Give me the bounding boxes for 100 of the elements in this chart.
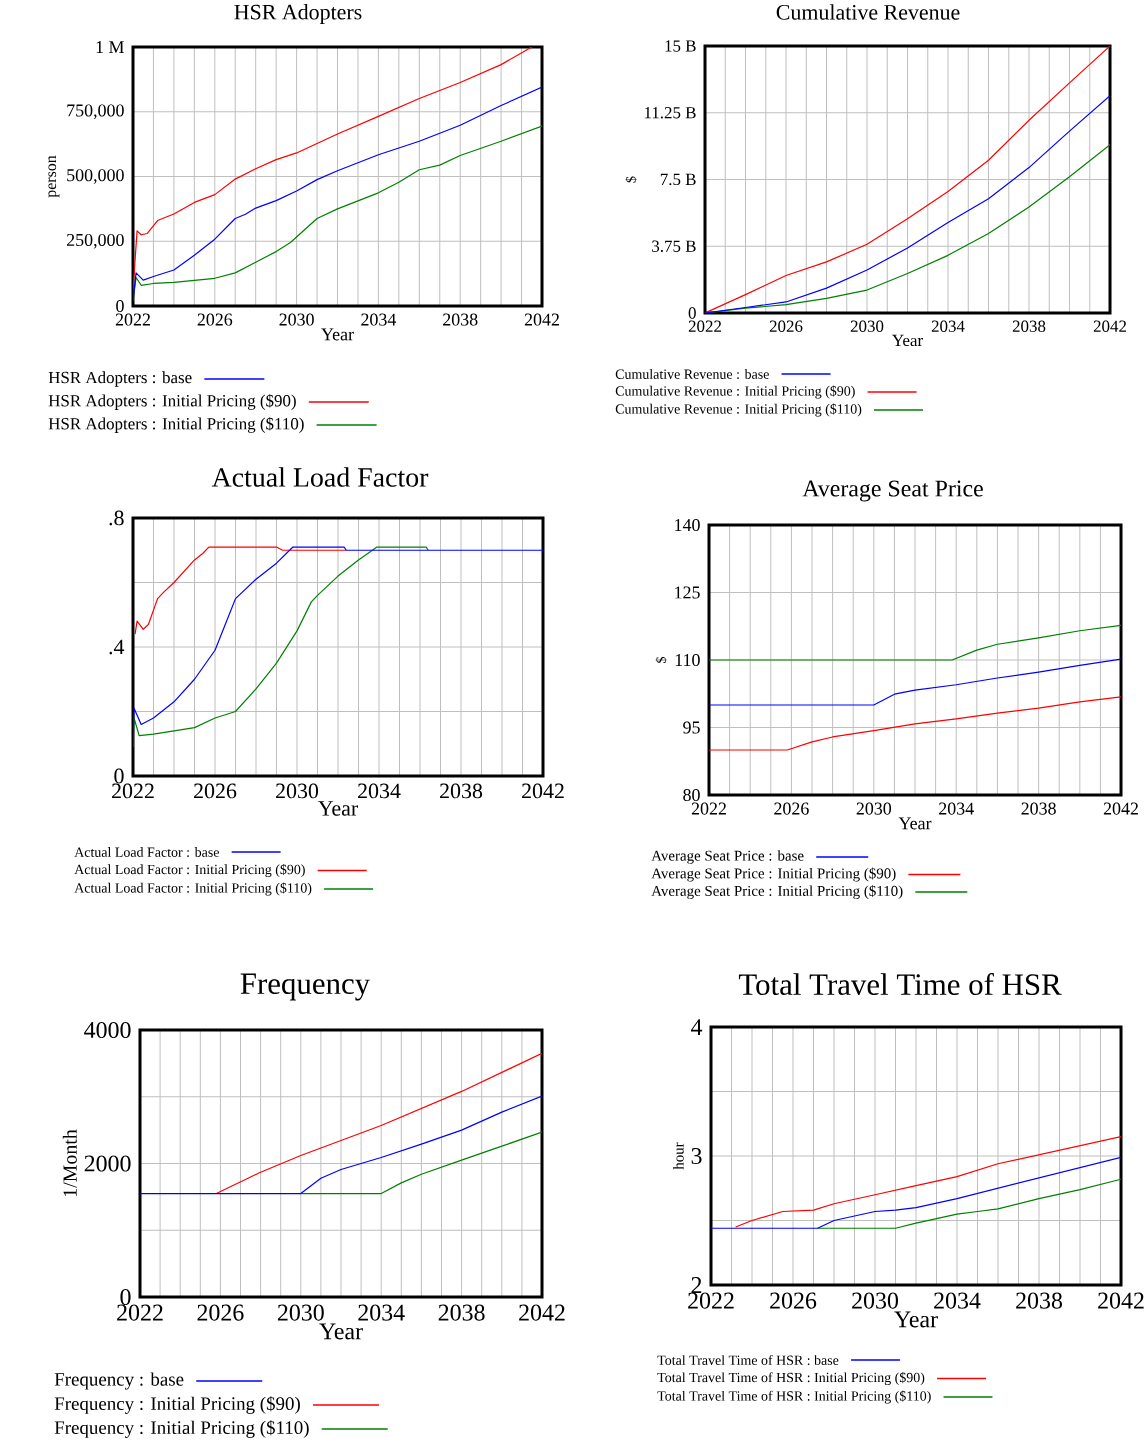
legend-label: Frequency : base <box>54 1372 184 1390</box>
y-tick-label: 110 <box>675 653 700 667</box>
y-tick-label: 0 <box>116 299 124 313</box>
x-tick-label: 2022 <box>691 802 726 815</box>
x-tick-label: 2026 <box>197 313 233 326</box>
y-tick-label: 7.5 B <box>660 173 696 186</box>
legend-label: Actual Load Factor : Initial Pricing ($110) <box>74 882 312 896</box>
y-tick-label: 4000 <box>84 1021 131 1039</box>
line-series <box>709 658 1122 706</box>
x-tick-label: 2026 <box>194 783 237 799</box>
legend-label: HSR Adopters : base <box>48 371 192 387</box>
x-axis-title: Year <box>892 334 923 347</box>
legend-label: Average Seat Price : base <box>651 850 804 864</box>
x-tick-label: 2026 <box>197 1304 244 1321</box>
y-tick-label: 0 <box>114 768 124 784</box>
x-tick-label: 2026 <box>774 802 809 815</box>
x-axis-title: Year <box>321 328 354 341</box>
y-axis-title: person <box>48 155 60 198</box>
legend-label: Cumulative Revenue : Initial Pricing ($90) <box>615 385 855 399</box>
x-axis-title: Year <box>894 1311 938 1328</box>
legend-label: Average Seat Price : Initial Pricing ($110) <box>651 885 903 900</box>
y-tick-label: 4 <box>691 1019 703 1035</box>
y-tick-label: 140 <box>675 518 700 532</box>
line-series <box>215 1052 542 1195</box>
y-tick-label: 11.25 B <box>644 107 696 119</box>
x-tick-label: 2030 <box>276 783 319 799</box>
line-series <box>134 546 347 635</box>
y-tick-label: 2000 <box>84 1155 131 1172</box>
y-tick-label: .4 <box>109 639 125 655</box>
x-tick-label: 2026 <box>770 1292 817 1309</box>
x-tick-label: 2030 <box>850 320 884 332</box>
y-tick-label: 750,000 <box>67 104 124 120</box>
legend-label: Total Travel Time of HSR : Initial Pricing ($110) <box>657 1390 931 1404</box>
y-axis-title: hour <box>673 1142 684 1170</box>
y-tick-label: .8 <box>109 510 124 526</box>
x-tick-label: 2034 <box>361 313 397 326</box>
y-tick-label: 250,000 <box>66 233 124 249</box>
y-axis-title: $ <box>625 176 637 183</box>
y-tick-label: 1 M <box>96 41 124 53</box>
y-axis-title: 1/Month <box>62 1129 77 1197</box>
y-tick-label: 95 <box>683 721 700 734</box>
legend-label: Actual Load Factor : Initial Pricing ($90) <box>74 863 305 878</box>
legend-label: Cumulative Revenue : Initial Pricing ($110) <box>615 403 862 417</box>
y-tick-label: 3.75 B <box>652 240 696 252</box>
line-series <box>133 86 542 302</box>
legend-label: Total Travel Time of HSR : base <box>657 1355 839 1366</box>
x-tick-label: 2030 <box>856 802 892 815</box>
x-tick-label: 2030 <box>852 1292 899 1309</box>
line-series <box>709 696 1122 751</box>
x-tick-label: 2038 <box>1021 802 1056 815</box>
x-axis-title: Year <box>319 1323 363 1340</box>
legend-label: Frequency : Initial Pricing ($90) <box>54 1396 300 1414</box>
x-tick-label: 2042 <box>519 1304 565 1321</box>
x-tick-label: 2022 <box>688 1292 734 1309</box>
legend-label: Frequency : Initial Pricing ($110) <box>54 1420 309 1438</box>
y-tick-label: 2 <box>691 1277 702 1293</box>
chart-title: Total Travel Time of HSR <box>738 973 1062 996</box>
y-tick-label: 0 <box>688 307 696 319</box>
legend-label: Actual Load Factor : base <box>74 847 219 857</box>
x-tick-label: 2022 <box>688 320 722 332</box>
line-series <box>705 95 1111 313</box>
x-axis-title: Year <box>318 801 359 816</box>
x-tick-label: 2022 <box>117 1304 163 1321</box>
x-tick-label: 2022 <box>115 313 150 326</box>
x-tick-label: 2030 <box>279 313 314 326</box>
line-series <box>133 546 543 748</box>
x-tick-label: 2038 <box>438 1304 485 1321</box>
legend-label: HSR Adopters : Initial Pricing ($110) <box>48 417 304 433</box>
line-series <box>817 1178 1122 1229</box>
y-tick-label: 3 <box>691 1147 702 1165</box>
y-axis-title: $ <box>655 656 667 663</box>
x-tick-label: 2038 <box>440 783 483 799</box>
legend-label: Total Travel Time of HSR : Initial Pricing ($90) <box>657 1371 925 1386</box>
x-tick-label: 2042 <box>522 783 564 799</box>
y-tick-label: 500,000 <box>67 169 124 184</box>
x-tick-label: 2038 <box>1016 1292 1063 1309</box>
x-axis-title: Year <box>898 817 932 830</box>
x-tick-label: 2026 <box>769 320 803 332</box>
y-tick-label: 80 <box>683 788 700 802</box>
x-tick-label: 2034 <box>939 802 974 815</box>
x-tick-label: 2042 <box>1103 802 1138 815</box>
line-series <box>140 1095 542 1195</box>
x-tick-label: 2038 <box>1012 320 1046 332</box>
x-tick-label: 2038 <box>443 313 478 326</box>
x-tick-label: 2042 <box>1093 320 1127 332</box>
line-series <box>709 624 1122 661</box>
x-tick-label: 2034 <box>358 1304 405 1321</box>
x-tick-label: 2042 <box>1098 1292 1144 1309</box>
x-tick-label: 2034 <box>358 783 401 799</box>
y-tick-label: 0 <box>120 1288 131 1306</box>
y-tick-label: 125 <box>675 586 700 599</box>
y-tick-label: 15 B <box>665 40 696 52</box>
chart-title: Frequency <box>240 973 371 1001</box>
chart-title: Cumulative Revenue <box>776 4 960 20</box>
line-series <box>133 47 533 292</box>
x-tick-label: 2030 <box>277 1304 324 1321</box>
x-tick-label: 2042 <box>524 313 559 326</box>
legend-label: Cumulative Revenue : base <box>615 369 769 379</box>
legend-label: Average Seat Price : Initial Pricing ($90) <box>651 867 896 882</box>
chart-title: Actual Load Factor <box>211 467 429 487</box>
